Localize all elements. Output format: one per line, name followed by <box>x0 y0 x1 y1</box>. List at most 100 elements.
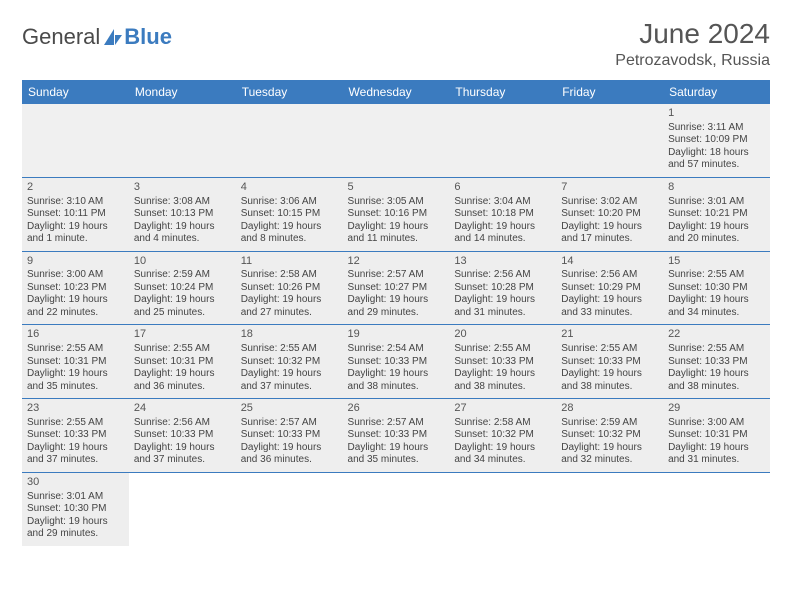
day-number: 16 <box>27 328 124 342</box>
day-detail: Sunset: 10:29 PM <box>561 282 658 295</box>
calendar-cell <box>556 472 663 545</box>
day-number: 1 <box>668 107 765 121</box>
day-detail: Daylight: 19 hours <box>561 294 658 307</box>
calendar-row: 23Sunrise: 2:55 AMSunset: 10:33 PMDaylig… <box>22 399 770 473</box>
day-detail: Daylight: 19 hours <box>27 516 124 529</box>
day-number: 21 <box>561 328 658 342</box>
calendar-cell: 23Sunrise: 2:55 AMSunset: 10:33 PMDaylig… <box>22 399 129 473</box>
calendar-cell <box>129 472 236 545</box>
day-detail: and 29 minutes. <box>348 307 445 320</box>
day-detail: and 38 minutes. <box>668 381 765 394</box>
day-number: 3 <box>134 181 231 195</box>
calendar-cell <box>449 472 556 545</box>
title-block: June 2024 Petrozavodsk, Russia <box>615 18 770 70</box>
day-number: 19 <box>348 328 445 342</box>
day-detail: Sunset: 10:09 PM <box>668 134 765 147</box>
calendar-cell <box>343 104 450 177</box>
day-detail: Sunset: 10:33 PM <box>241 429 338 442</box>
day-detail: and 36 minutes. <box>134 381 231 394</box>
day-number: 29 <box>668 402 765 416</box>
day-detail: Sunrise: 3:06 AM <box>241 196 338 209</box>
day-number: 10 <box>134 255 231 269</box>
calendar-cell: 19Sunrise: 2:54 AMSunset: 10:33 PMDaylig… <box>343 325 450 399</box>
day-detail: Sunrise: 2:56 AM <box>454 269 551 282</box>
day-detail: Sunset: 10:32 PM <box>241 356 338 369</box>
calendar-cell: 10Sunrise: 2:59 AMSunset: 10:24 PMDaylig… <box>129 251 236 325</box>
sail-icon <box>102 27 124 47</box>
calendar-row: 2Sunrise: 3:10 AMSunset: 10:11 PMDayligh… <box>22 177 770 251</box>
calendar-cell: 24Sunrise: 2:56 AMSunset: 10:33 PMDaylig… <box>129 399 236 473</box>
day-detail: Sunset: 10:33 PM <box>348 356 445 369</box>
day-detail: Sunset: 10:11 PM <box>27 208 124 221</box>
calendar-cell: 8Sunrise: 3:01 AMSunset: 10:21 PMDayligh… <box>663 177 770 251</box>
calendar-cell: 22Sunrise: 2:55 AMSunset: 10:33 PMDaylig… <box>663 325 770 399</box>
calendar-cell: 13Sunrise: 2:56 AMSunset: 10:28 PMDaylig… <box>449 251 556 325</box>
day-detail: and 1 minute. <box>27 233 124 246</box>
day-detail: and 14 minutes. <box>454 233 551 246</box>
day-detail: and 4 minutes. <box>134 233 231 246</box>
calendar-cell: 15Sunrise: 2:55 AMSunset: 10:30 PMDaylig… <box>663 251 770 325</box>
day-detail: Sunset: 10:33 PM <box>27 429 124 442</box>
day-header: Friday <box>556 80 663 104</box>
calendar-cell: 18Sunrise: 2:55 AMSunset: 10:32 PMDaylig… <box>236 325 343 399</box>
day-detail: Sunrise: 3:01 AM <box>668 196 765 209</box>
day-detail: Sunset: 10:15 PM <box>241 208 338 221</box>
day-detail: and 37 minutes. <box>241 381 338 394</box>
day-detail: and 38 minutes. <box>561 381 658 394</box>
calendar-cell: 4Sunrise: 3:06 AMSunset: 10:15 PMDayligh… <box>236 177 343 251</box>
calendar-cell <box>236 472 343 545</box>
day-number: 20 <box>454 328 551 342</box>
calendar-cell: 27Sunrise: 2:58 AMSunset: 10:32 PMDaylig… <box>449 399 556 473</box>
day-detail: Daylight: 19 hours <box>348 294 445 307</box>
day-detail: Daylight: 19 hours <box>27 221 124 234</box>
day-detail: and 37 minutes. <box>27 454 124 467</box>
day-detail: Sunrise: 2:54 AM <box>348 343 445 356</box>
day-detail: and 38 minutes. <box>348 381 445 394</box>
day-detail: Sunset: 10:26 PM <box>241 282 338 295</box>
day-detail: and 33 minutes. <box>561 307 658 320</box>
calendar-cell: 1Sunrise: 3:11 AMSunset: 10:09 PMDayligh… <box>663 104 770 177</box>
calendar-cell: 5Sunrise: 3:05 AMSunset: 10:16 PMDayligh… <box>343 177 450 251</box>
day-header: Saturday <box>663 80 770 104</box>
day-detail: Daylight: 19 hours <box>454 442 551 455</box>
day-detail: and 36 minutes. <box>241 454 338 467</box>
day-detail: Sunrise: 3:04 AM <box>454 196 551 209</box>
day-detail: and 11 minutes. <box>348 233 445 246</box>
day-number: 5 <box>348 181 445 195</box>
day-number: 9 <box>27 255 124 269</box>
day-number: 11 <box>241 255 338 269</box>
day-detail: Daylight: 19 hours <box>668 294 765 307</box>
day-detail: and 35 minutes. <box>348 454 445 467</box>
day-number: 24 <box>134 402 231 416</box>
day-detail: Sunrise: 3:10 AM <box>27 196 124 209</box>
day-detail: and 22 minutes. <box>27 307 124 320</box>
calendar-cell: 6Sunrise: 3:04 AMSunset: 10:18 PMDayligh… <box>449 177 556 251</box>
day-detail: Sunrise: 3:11 AM <box>668 122 765 135</box>
day-detail: Sunset: 10:31 PM <box>27 356 124 369</box>
day-detail: Sunrise: 2:59 AM <box>134 269 231 282</box>
day-detail: and 31 minutes. <box>454 307 551 320</box>
day-number: 17 <box>134 328 231 342</box>
day-number: 15 <box>668 255 765 269</box>
day-number: 6 <box>454 181 551 195</box>
calendar-cell: 7Sunrise: 3:02 AMSunset: 10:20 PMDayligh… <box>556 177 663 251</box>
day-detail: Sunrise: 2:57 AM <box>348 269 445 282</box>
day-detail: Daylight: 19 hours <box>134 221 231 234</box>
day-detail: and 25 minutes. <box>134 307 231 320</box>
day-number: 2 <box>27 181 124 195</box>
day-number: 14 <box>561 255 658 269</box>
day-detail: Sunset: 10:28 PM <box>454 282 551 295</box>
day-number: 22 <box>668 328 765 342</box>
day-detail: and 38 minutes. <box>454 381 551 394</box>
day-detail: Daylight: 19 hours <box>454 221 551 234</box>
day-number: 12 <box>348 255 445 269</box>
calendar-cell: 29Sunrise: 3:00 AMSunset: 10:31 PMDaylig… <box>663 399 770 473</box>
day-detail: Sunset: 10:32 PM <box>454 429 551 442</box>
calendar-cell: 28Sunrise: 2:59 AMSunset: 10:32 PMDaylig… <box>556 399 663 473</box>
day-detail: and 35 minutes. <box>27 381 124 394</box>
calendar-cell <box>449 104 556 177</box>
calendar-cell: 2Sunrise: 3:10 AMSunset: 10:11 PMDayligh… <box>22 177 129 251</box>
day-detail: and 34 minutes. <box>668 307 765 320</box>
day-detail: Daylight: 19 hours <box>241 368 338 381</box>
calendar-cell <box>129 104 236 177</box>
